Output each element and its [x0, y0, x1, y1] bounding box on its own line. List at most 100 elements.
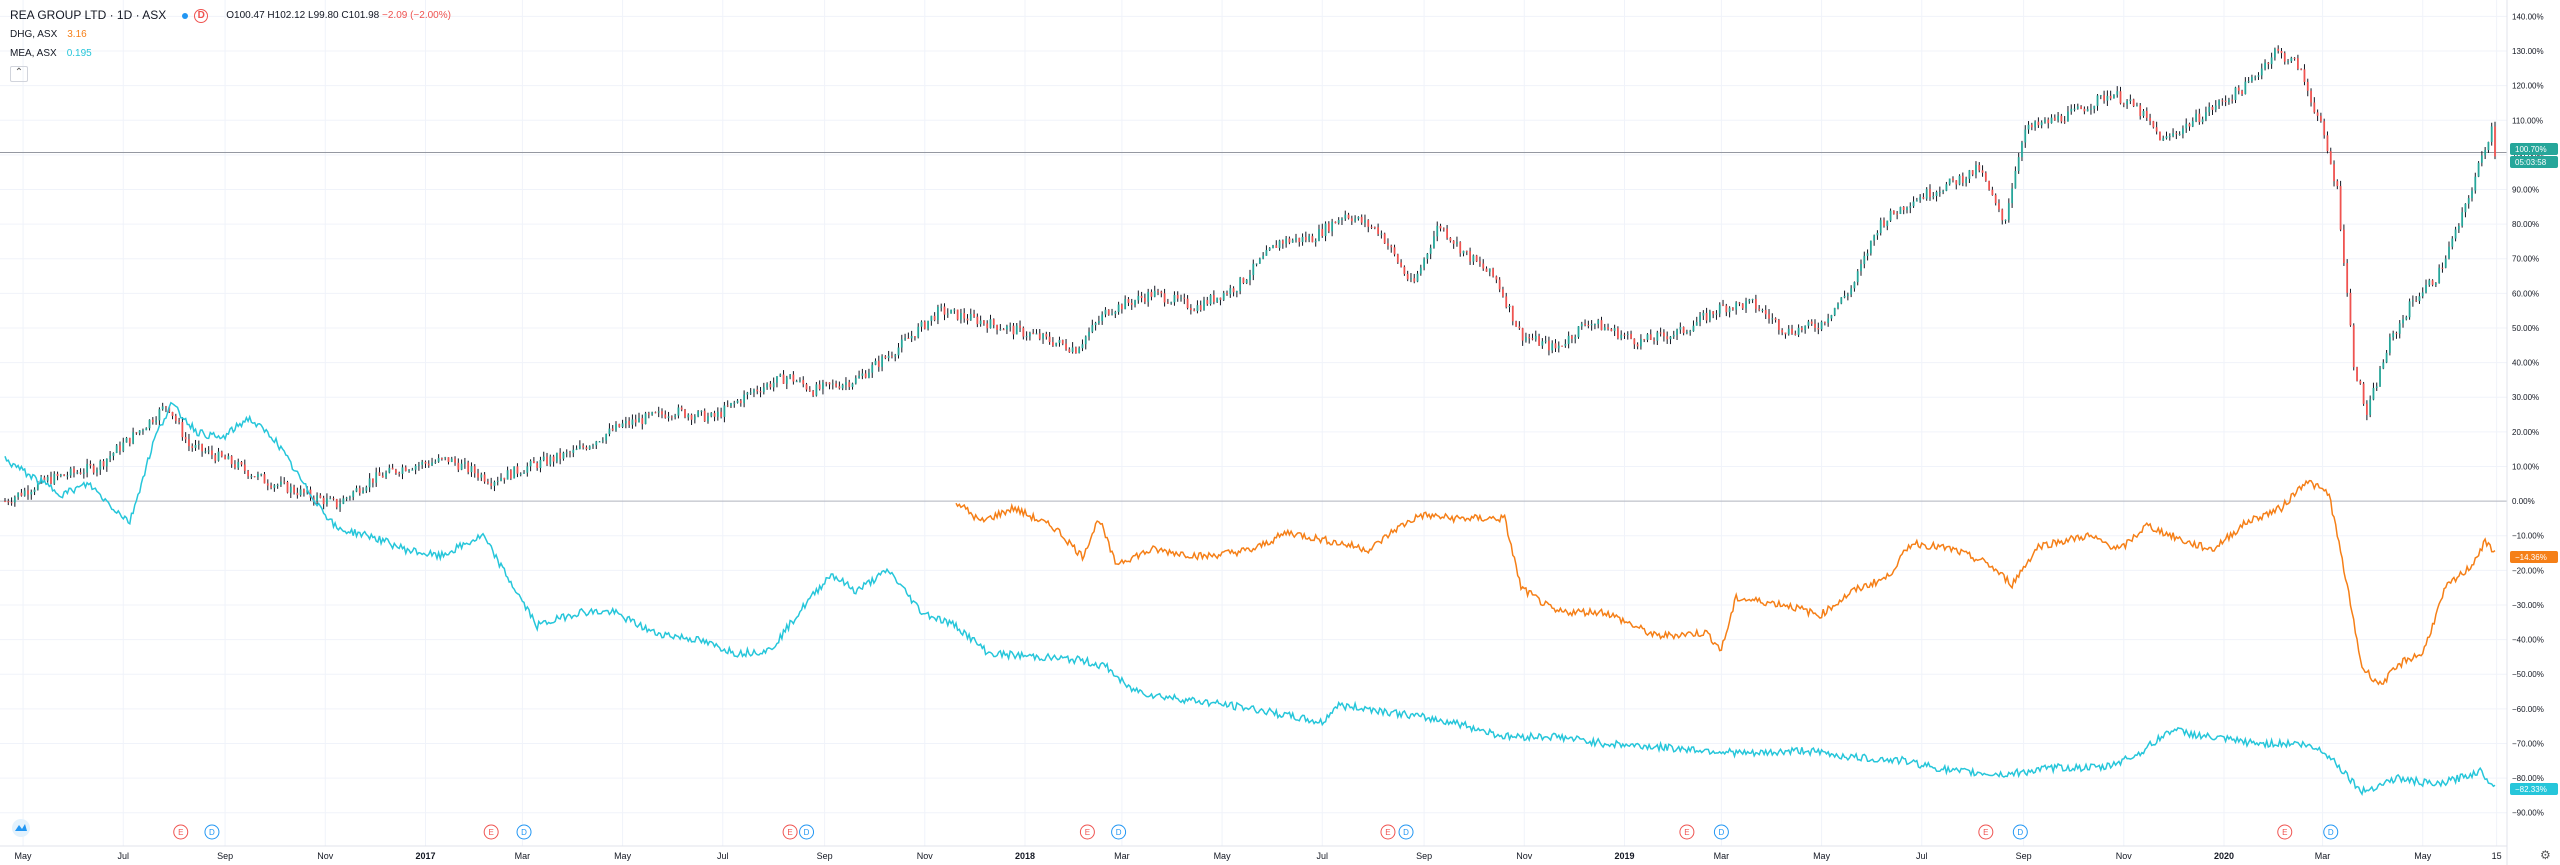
candle-body — [1551, 343, 1554, 351]
candle-body — [1439, 225, 1442, 229]
candle-body — [1495, 276, 1498, 280]
price-axis[interactable]: 140.00% 130.00% 120.00% 110.00% 100.00% 90.00… — [2512, 12, 2544, 817]
candle-body — [2385, 352, 2388, 363]
candle-body — [1998, 203, 2000, 210]
candle-body — [79, 472, 82, 474]
compare-legend-mea[interactable]: MEA, ASX 0.195 — [10, 44, 451, 63]
candle-body — [618, 424, 621, 427]
candle-body — [707, 416, 709, 422]
candle-body — [907, 338, 910, 340]
candle-body — [1666, 336, 1669, 340]
candle-body — [2254, 76, 2257, 78]
symbol-title[interactable]: REA GROUP LTD · 1D · ASX — [10, 8, 167, 22]
candle-body — [1249, 275, 1251, 280]
x-tick-label: Jul — [118, 851, 130, 861]
candle-body — [2411, 300, 2414, 302]
y-tick-label: 50.00% — [2512, 324, 2539, 333]
x-tick-label: May — [1214, 851, 1232, 861]
candle-body — [969, 313, 972, 321]
candle-body — [33, 489, 36, 492]
x-tick-label: 2018 — [1015, 851, 1035, 861]
candle-body — [835, 383, 837, 387]
candle-body — [2303, 69, 2306, 82]
candle-body — [1567, 335, 1570, 345]
candle-body — [1971, 170, 1974, 175]
candle-body — [171, 411, 174, 416]
earnings-event-letter: E — [1983, 828, 1988, 837]
earnings-event-letter: E — [1085, 828, 1090, 837]
low-value: 99.80 — [313, 10, 339, 21]
candle-body — [207, 450, 210, 452]
candle-body — [2103, 95, 2105, 101]
candle-body — [2280, 50, 2283, 54]
candle-body — [293, 486, 295, 493]
earnings-event-letter: E — [489, 828, 494, 837]
candle-body — [802, 379, 805, 385]
candle-body — [1482, 263, 1485, 269]
candle-body — [1475, 255, 1478, 262]
candle-body — [713, 413, 716, 417]
candle-body — [861, 373, 864, 376]
candle-body — [526, 466, 529, 473]
candle-body — [326, 498, 328, 505]
candle-body — [828, 382, 831, 385]
candle-body — [2418, 296, 2421, 301]
candle-body — [854, 378, 857, 384]
candle-body — [1429, 247, 1432, 254]
collapse-legend-button[interactable]: ⌃ — [10, 66, 28, 82]
candle-body — [864, 373, 867, 378]
interval-badge[interactable]: D — [194, 8, 209, 23]
candle-body — [1022, 327, 1025, 337]
dividend-event-marker — [1713, 824, 1729, 840]
candle-body — [897, 347, 900, 356]
candle-body — [1446, 228, 1448, 238]
candle-body — [818, 384, 821, 389]
candle-body — [82, 472, 85, 474]
candle-body — [1354, 218, 1357, 222]
candle-body — [1337, 219, 1340, 224]
candle-body — [624, 420, 627, 424]
time-axis[interactable]: May Jul Sep Nov 2017 Mar May Jul Sep Nov 2018 Mar Ma… — [15, 851, 2502, 861]
open-label: O — [226, 10, 235, 21]
candle-body — [697, 411, 700, 417]
settings-gear-icon[interactable]: ⚙ — [2540, 848, 2551, 862]
candle-body — [2136, 105, 2138, 107]
earnings-event-marker — [782, 824, 798, 840]
tradingview-logo-icon[interactable] — [11, 818, 31, 838]
candle-body — [1212, 295, 1215, 302]
compare-mea-name[interactable]: MEA, ASX — [10, 48, 57, 59]
candle-body — [1833, 307, 1836, 316]
candle-body — [2339, 186, 2342, 230]
compare-legend-dhg[interactable]: DHG, ASX 3.16 — [10, 25, 451, 44]
candle-body — [2372, 387, 2375, 400]
candle-body — [782, 374, 785, 384]
candle-body — [1203, 300, 1205, 310]
earnings-event-marker — [1079, 824, 1095, 840]
candle-body — [2471, 190, 2473, 199]
candle-body — [1088, 331, 1090, 337]
candle-body — [661, 411, 663, 415]
candle-body — [960, 313, 962, 320]
main-series-legend[interactable]: REA GROUP LTD · 1D · ASX D O100.47 H102.… — [10, 6, 451, 25]
candle-body — [17, 492, 20, 498]
candle-body — [56, 473, 59, 477]
candle-body — [565, 452, 568, 454]
candle-body — [2290, 57, 2293, 62]
candle-body — [2116, 91, 2119, 95]
dividend-event-marker — [2323, 824, 2339, 840]
candle-body — [2122, 103, 2125, 105]
candle-body — [500, 477, 502, 481]
candle-body — [1607, 327, 1609, 330]
x-tick-label: Mar — [515, 851, 531, 861]
candle-body — [785, 377, 788, 384]
candle-body — [260, 474, 263, 476]
candle-body — [450, 458, 453, 462]
candle-body — [362, 490, 364, 494]
candle-body — [270, 485, 272, 488]
compare-dhg-name[interactable]: DHG, ASX — [10, 29, 58, 40]
x-tick-label: Jul — [1317, 851, 1329, 861]
candle-body — [2129, 99, 2132, 101]
candle-body — [1853, 282, 1856, 289]
candle-body — [480, 474, 483, 478]
